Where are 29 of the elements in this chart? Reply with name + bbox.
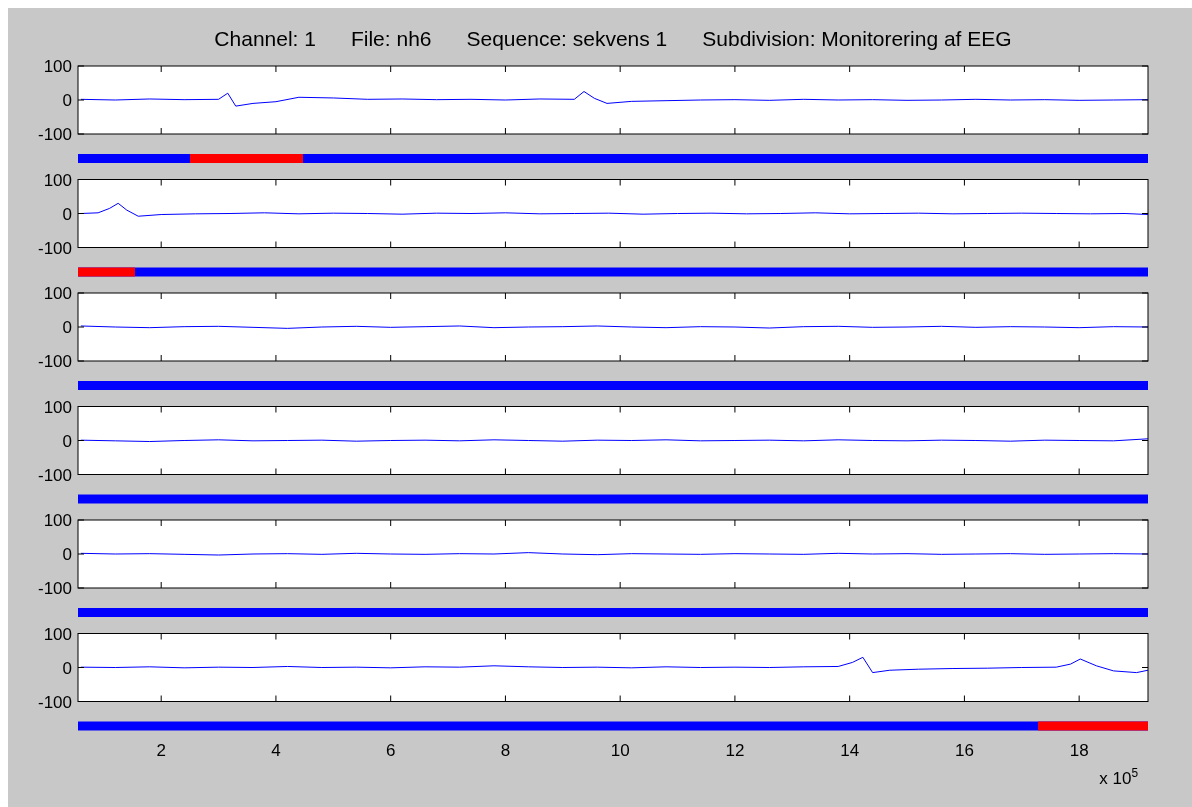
x-tick-label: 14 [840, 740, 860, 760]
y-tick-label: 100 [43, 397, 72, 417]
x-tick-label: 8 [500, 740, 511, 760]
text: x 10$^{5}$ [1099, 765, 1139, 788]
chart-title: Channel: 1 File: nh6 Sequence: sekvens 1 Subdivision: Monitorering af EEG [214, 27, 1012, 50]
y-tick-label: 100 [43, 624, 72, 644]
y-tick-label: -100 [37, 125, 72, 144]
y-tick-label: 0 [62, 204, 72, 224]
x-tick-label: 16 [954, 740, 974, 760]
y-tick-label: -100 [37, 352, 72, 371]
x-tick-label: 2 [156, 740, 166, 760]
y-tick-label: 0 [62, 431, 72, 451]
y-tick-label: 100 [43, 170, 72, 190]
y-tick-label: -100 [37, 692, 72, 712]
x-tick-label: 6 [385, 740, 396, 760]
y-tick-label: 100 [43, 284, 72, 303]
y-tick-label: 100 [43, 511, 72, 530]
y-tick-label: 0 [62, 318, 72, 337]
y-tick-label: 100 [43, 57, 72, 76]
x-tick-label: 10 [610, 740, 630, 760]
y-tick-label: 0 [62, 545, 72, 564]
y-tick-label: -100 [37, 465, 72, 485]
y-tick-label: 0 [62, 658, 72, 678]
y-tick-label: -100 [37, 238, 72, 258]
y-tick-label: -100 [37, 579, 72, 598]
x-tick-label: 4 [271, 740, 281, 760]
y-tick-label: 0 [62, 91, 72, 110]
x-tick-label: 18 [1069, 740, 1089, 760]
x-tick-label: 12 [725, 740, 745, 760]
